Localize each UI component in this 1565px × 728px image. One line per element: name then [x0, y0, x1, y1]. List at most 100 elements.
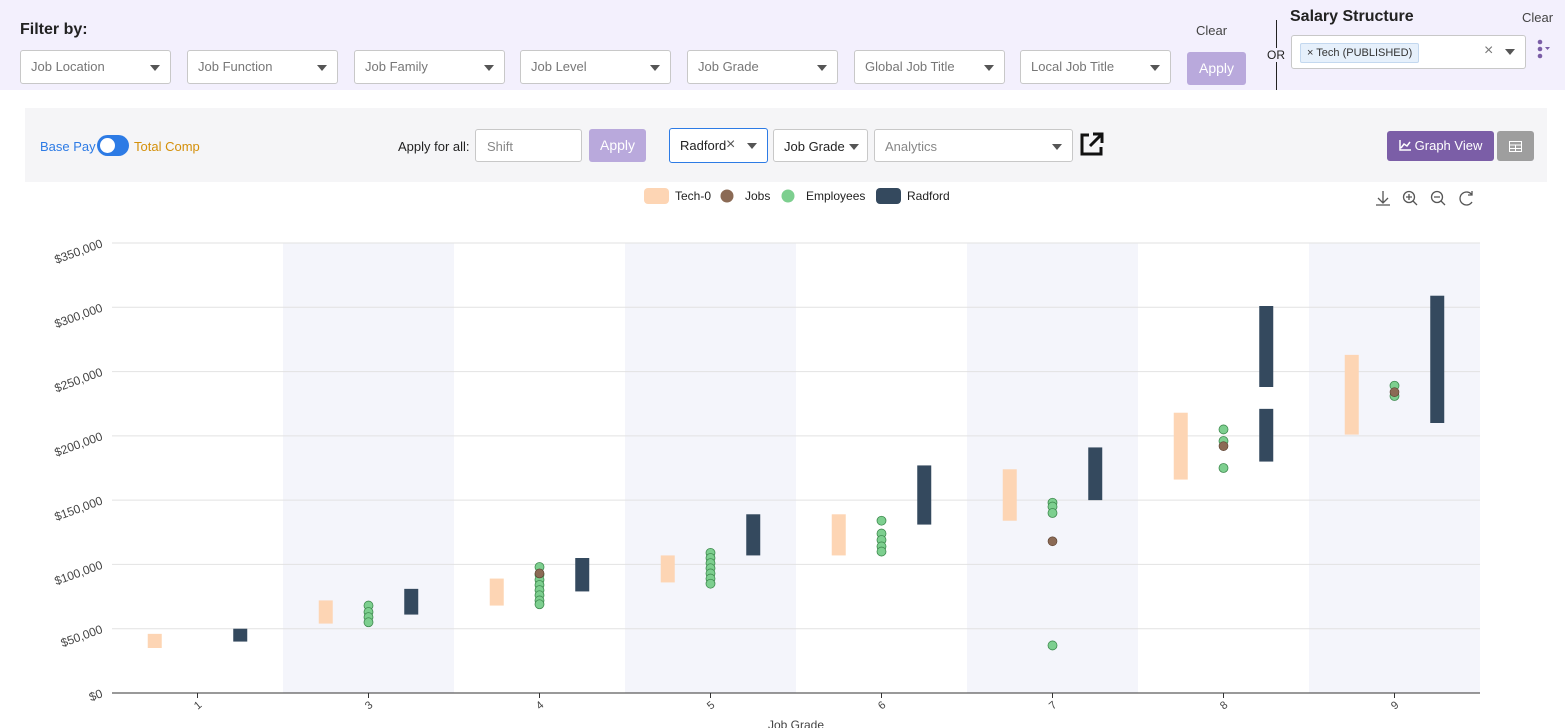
range-bar — [233, 628, 248, 642]
table-icon — [1509, 141, 1522, 152]
chart-tools — [1376, 190, 1473, 206]
y-tick-label: $50,000 — [59, 622, 105, 650]
employee-point — [1047, 508, 1058, 518]
filter-dropdown[interactable]: Job Family — [354, 50, 505, 84]
download-icon[interactable] — [1376, 191, 1390, 206]
employee-point — [876, 546, 887, 557]
legend-label: Jobs — [745, 189, 770, 203]
y-tick-label: $200,000 — [53, 429, 105, 459]
y-tick-label: $0 — [87, 686, 105, 704]
shift-input[interactable]: Shift — [475, 129, 582, 162]
table-view-button[interactable] — [1497, 131, 1534, 161]
y-tick-label: $350,000 — [53, 236, 105, 266]
range-bar — [575, 558, 590, 592]
job-point — [1218, 441, 1229, 451]
legend-swatch — [781, 189, 795, 203]
range-bar — [489, 578, 504, 606]
group-select[interactable]: Job Grade — [773, 129, 868, 162]
apply-button[interactable]: Apply — [589, 129, 646, 162]
analytics-select[interactable]: Analytics — [874, 129, 1073, 162]
range-bar — [1430, 295, 1445, 423]
x-tick-label: 8 — [1218, 699, 1230, 712]
x-tick-label: 3 — [363, 699, 375, 712]
range-bar — [1259, 408, 1274, 462]
tag: × Tech (PUBLISHED) — [1300, 43, 1420, 63]
range-bar — [1088, 447, 1103, 501]
base-pay-label[interactable]: Base Pay — [40, 139, 96, 154]
total-comp-label[interactable]: Total Comp — [134, 139, 200, 154]
range-bar — [746, 514, 761, 556]
dropdown-label: Local Job Title — [1031, 59, 1115, 74]
dropdown-label: Job Function — [198, 59, 273, 74]
filter-dropdown[interactable]: Job Location — [20, 50, 171, 84]
toggle[interactable] — [97, 135, 129, 156]
x-tick-label: 4 — [534, 699, 546, 712]
employee-point — [363, 617, 374, 628]
legend-item: Radford — [876, 188, 950, 204]
tag-label: Tech (PUBLISHED) — [1316, 47, 1413, 59]
filter-dropdown[interactable]: Local Job Title — [1020, 50, 1171, 84]
clear-link[interactable]: Clear — [1196, 23, 1228, 38]
filter-dropdown[interactable]: Job Function — [187, 50, 338, 84]
reset-icon[interactable] — [1459, 191, 1473, 206]
zoom-out-icon[interactable] — [1430, 190, 1444, 204]
dropdown-label: Job Grade — [698, 59, 759, 74]
range-bar — [147, 633, 162, 648]
range-bar — [1002, 469, 1017, 521]
apply-button[interactable]: Apply — [1187, 52, 1246, 85]
selected: Radford — [680, 138, 727, 153]
employee-point — [705, 578, 716, 589]
band-shade — [625, 243, 796, 693]
filter-dropdown[interactable]: Job Level — [520, 50, 671, 84]
legend-swatch — [644, 188, 669, 204]
y-tick-label: $300,000 — [53, 301, 105, 331]
label: Graph View — [1414, 138, 1483, 153]
range-bar — [404, 588, 419, 615]
clear-icon[interactable]: × — [1484, 42, 1494, 59]
range-bar — [1344, 354, 1359, 435]
or-label: OR — [1267, 48, 1285, 62]
y-tick-label: $100,000 — [53, 558, 105, 588]
graph-icon — [1398, 140, 1411, 151]
dropdown-label: Global Job Title — [865, 59, 955, 74]
graph-view-button[interactable]: Graph View — [1387, 131, 1494, 161]
placeholder: Analytics — [885, 139, 938, 154]
dropdown-label: Job Level — [531, 59, 587, 74]
job-point — [534, 568, 545, 579]
legend-label: Employees — [806, 189, 865, 203]
kebab-menu[interactable] — [1536, 38, 1550, 60]
x-tick-label: 5 — [705, 699, 717, 712]
placeholder: Shift — [487, 139, 514, 154]
y-tick-label: $150,000 — [53, 493, 105, 523]
x-tick-label: 7 — [1047, 699, 1059, 712]
dropdown-label: Job Location — [31, 59, 105, 74]
range-bar — [660, 555, 675, 583]
clear-link[interactable]: Clear — [1522, 10, 1554, 25]
structure-select[interactable]: × Tech (PUBLISHED) × — [1291, 35, 1526, 69]
range-bar — [1259, 306, 1274, 387]
employee-point — [534, 599, 545, 610]
benchmark-select[interactable]: Radford × — [669, 128, 768, 163]
legend-swatch — [720, 189, 734, 203]
selected: Job Grade — [784, 139, 845, 154]
x-axis-title: Job Grade — [768, 718, 824, 728]
employee-point — [1218, 463, 1229, 473]
filter-dropdown[interactable]: Job Grade — [687, 50, 838, 84]
zoom-in-icon[interactable] — [1402, 190, 1416, 204]
y-tick-label: $250,000 — [53, 365, 105, 395]
external-link-icon[interactable] — [1078, 131, 1105, 158]
employee-point — [1047, 640, 1058, 651]
band-shade — [1309, 243, 1480, 693]
apply-all-label: Apply for all: — [398, 139, 470, 154]
x-tick-label: 9 — [1389, 699, 1401, 712]
x-tick-label: 6 — [876, 699, 888, 712]
legend-item: Jobs — [720, 189, 770, 203]
employee-point — [876, 515, 887, 526]
salary-structure-title: Salary Structure — [1290, 8, 1414, 25]
band-shade — [967, 243, 1138, 693]
dropdown-label: Job Family — [365, 59, 428, 74]
legend-swatch — [876, 188, 901, 204]
filter-dropdown[interactable]: Global Job Title — [854, 50, 1005, 84]
caret — [1505, 49, 1515, 55]
